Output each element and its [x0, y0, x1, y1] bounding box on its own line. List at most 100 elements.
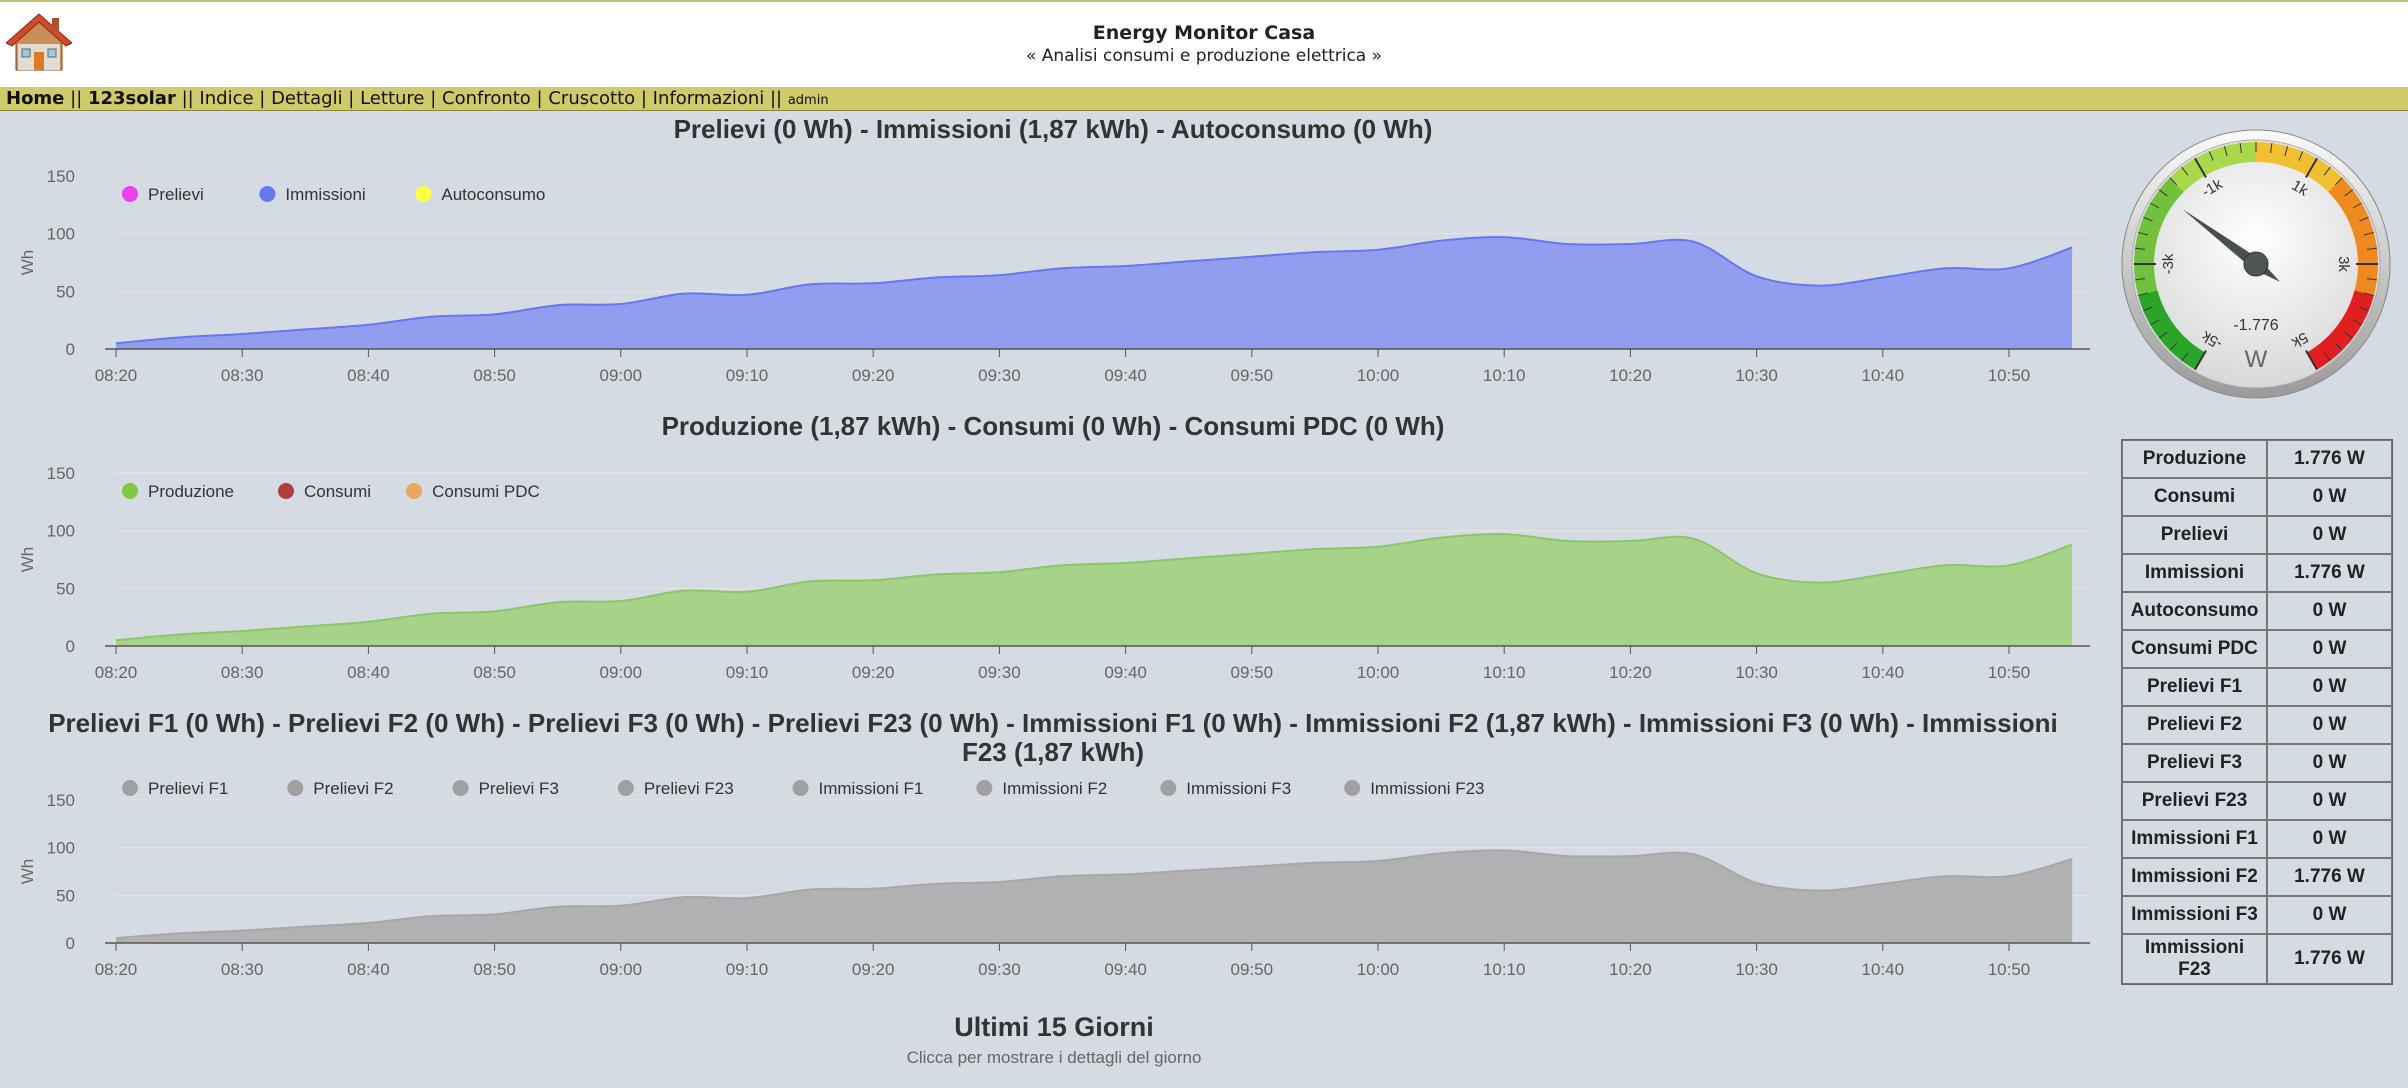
gauge-tick — [2138, 292, 2148, 297]
legend-item-produzione[interactable]: Produzione — [122, 482, 234, 501]
x-tick-label: 09:40 — [1104, 663, 1147, 682]
x-tick-label: 10:50 — [1988, 960, 2031, 979]
x-tick-label: 09:10 — [726, 663, 769, 682]
reading-row-prelievi-f1: Prelievi F1 0 W — [2122, 668, 2392, 706]
nav-link-indice[interactable]: Indice — [199, 88, 254, 109]
x-tick-label: 08:20 — [95, 366, 138, 385]
gauge-tick — [2359, 216, 2369, 222]
legend-item-prelievi-f1[interactable]: Prelievi F1 — [122, 779, 228, 798]
home-logo-icon[interactable] — [6, 12, 72, 72]
chart-3: Prelievi F1 (0 Wh) - Prelievi F2 (0 Wh) … — [18, 708, 2090, 979]
nav-link-123solar[interactable]: 123solar — [87, 88, 176, 109]
reading-value: 0 W — [2267, 744, 2392, 782]
legend-item-immissioni[interactable]: Immissioni — [259, 185, 366, 204]
x-tick-label: 09:00 — [600, 663, 643, 682]
x-tick-label: 09:30 — [978, 960, 1021, 979]
reading-label: Prelievi — [2122, 516, 2267, 554]
legend-item-consumi-pdc[interactable]: Consumi PDC — [406, 482, 540, 501]
y-tick-label: 150 — [47, 791, 75, 810]
legend-label: Immissioni F1 — [819, 779, 924, 798]
gauge-tick — [2143, 306, 2153, 312]
reading-value: 0 W — [2267, 820, 2392, 858]
x-tick-label: 09:10 — [726, 366, 769, 385]
x-tick-label: 10:30 — [1735, 960, 1778, 979]
gauge-tick — [2194, 350, 2207, 371]
x-tick-label: 09:20 — [852, 366, 895, 385]
legend-marker — [259, 186, 276, 202]
gauge-tick — [2181, 166, 2189, 176]
reading-label: Consumi PDC — [2122, 630, 2267, 668]
legend-label: Immissioni F23 — [1370, 779, 1484, 798]
y-tick-label: 0 — [66, 637, 75, 656]
gauge-tick — [2334, 177, 2343, 186]
legend-label: Autoconsumo — [441, 185, 545, 204]
x-tick-label: 09:20 — [852, 663, 895, 682]
nav-link-letture[interactable]: Letture — [360, 88, 425, 109]
reading-value: 0 W — [2267, 592, 2392, 630]
legend-item-immissioni-f2[interactable]: Immissioni F2 — [976, 779, 1107, 798]
x-tick-label: 09:30 — [978, 663, 1021, 682]
gauge-tick — [2158, 189, 2168, 197]
x-tick-label: 10:20 — [1609, 960, 1652, 979]
site-subtitle: « Analisi consumi e produzione elettrica… — [1025, 46, 1383, 66]
nav-link-home[interactable]: Home — [6, 88, 65, 109]
legend-item-autoconsumo[interactable]: Autoconsumo — [415, 185, 545, 204]
legend-marker — [452, 780, 469, 796]
x-tick-label: 10:30 — [1735, 663, 1778, 682]
chart-title: Prelievi F1 (0 Wh) - Prelievi F2 (0 Wh) … — [48, 708, 2058, 738]
y-tick-label: 150 — [47, 464, 75, 483]
series-line-immissioni — [115, 236, 2073, 345]
legend-label: Consumi — [304, 482, 371, 501]
gauge-tick — [2334, 342, 2343, 351]
legend-label: Prelievi — [148, 185, 204, 204]
nav-link-admin[interactable]: admin — [787, 93, 829, 108]
legend-marker — [976, 780, 993, 796]
reading-row-autoconsumo: Autoconsumo 0 W — [2122, 592, 2392, 630]
legend-item-prelievi[interactable]: Prelievi — [122, 185, 204, 204]
legend-item-consumi[interactable]: Consumi — [278, 482, 371, 501]
legend-marker — [415, 186, 432, 202]
nav-link-cruscotto[interactable]: Cruscotto — [548, 88, 636, 109]
gauge-tick — [2150, 319, 2160, 326]
gauge-value: -1.776 — [2233, 317, 2278, 334]
gauge-unit: W — [2245, 346, 2268, 373]
legend-item-prelievi-f2[interactable]: Prelievi F2 — [287, 779, 394, 798]
reading-label: Immissioni F1 — [2122, 820, 2267, 858]
x-tick-label: 09:00 — [600, 366, 643, 385]
nav-link-confronto[interactable]: Confronto — [442, 88, 531, 109]
x-tick-label: 08:20 — [95, 960, 138, 979]
legend-marker — [287, 780, 304, 796]
x-tick-label: 10:00 — [1357, 663, 1400, 682]
legend-item-immissioni-f1[interactable]: Immissioni F1 — [792, 779, 924, 798]
legend-item-prelievi-f23[interactable]: Prelievi F23 — [617, 779, 734, 798]
gauge-tick — [2305, 350, 2318, 371]
legend-item-immissioni-f23[interactable]: Immissioni F23 — [1344, 779, 1485, 798]
reading-row-consumi-pdc: Consumi PDC 0 W — [2122, 630, 2392, 668]
series-line-produzione — [115, 533, 2073, 642]
nav-separator: || — [64, 88, 88, 109]
x-tick-label: 10:00 — [1357, 960, 1400, 979]
x-tick-label: 09:50 — [1231, 663, 1274, 682]
x-tick-label: 08:40 — [347, 366, 390, 385]
series-area-produzione — [116, 534, 2073, 646]
gauge-tick-label: 3k — [2335, 256, 2352, 272]
chart-2: Produzione (1,87 kWh) - Consumi (0 Wh) -… — [18, 411, 2090, 682]
x-tick-label: 08:30 — [221, 960, 264, 979]
nav-link-dettagli[interactable]: Dettagli — [271, 88, 343, 109]
x-tick-label: 09:50 — [1231, 960, 1274, 979]
reading-row-prelievi-f3: Prelievi F3 0 W — [2122, 744, 2392, 782]
y-tick-label: 50 — [56, 282, 75, 301]
legend-item-immissioni-f3[interactable]: Immissioni F3 — [1160, 779, 1291, 798]
series-area-immissioni-f23 — [116, 850, 2073, 943]
reading-value: 0 W — [2267, 668, 2392, 706]
gauge-tick — [2138, 231, 2148, 236]
series-area-immissioni — [116, 237, 2073, 349]
legend-marker — [792, 780, 809, 796]
nav-link-informazioni[interactable]: Informazioni — [652, 88, 765, 109]
legend-item-prelievi-f3[interactable]: Prelievi F3 — [452, 779, 559, 798]
legend-marker — [1160, 780, 1177, 796]
x-tick-label: 08:30 — [221, 366, 264, 385]
x-tick-label: 08:50 — [473, 960, 516, 979]
gauge-tick — [2134, 247, 2146, 250]
